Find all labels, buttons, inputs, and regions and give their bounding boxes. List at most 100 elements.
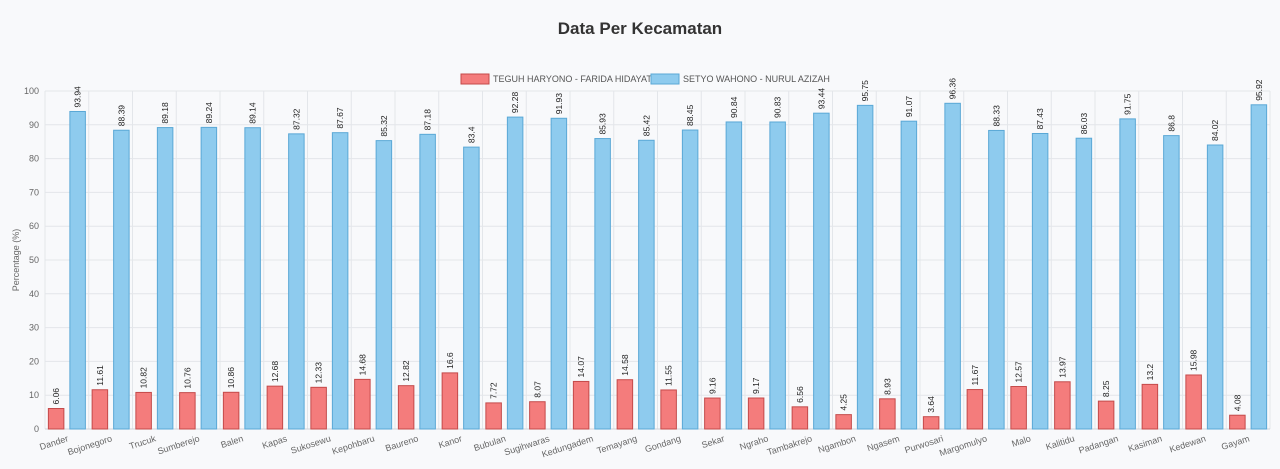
x-tick-label: Kedewan <box>1168 433 1207 454</box>
legend[interactable]: TEGUH HARYONO - FARIDA HIDAYATI SETYO WAH… <box>460 73 830 85</box>
data-label: 11.67 <box>970 365 980 386</box>
data-label: 95.75 <box>860 80 870 102</box>
bar-series-2[interactable] <box>769 121 786 430</box>
bar-series-2[interactable] <box>1031 132 1049 430</box>
bar-series-1[interactable] <box>266 385 284 430</box>
data-label: 86.8 <box>1166 115 1176 132</box>
data-label: 85.42 <box>641 115 651 137</box>
data-label: 88.45 <box>685 104 695 126</box>
bar-series-1[interactable] <box>660 389 677 430</box>
bar-series-1[interactable] <box>616 379 634 430</box>
bar-series-1[interactable] <box>1229 414 1246 430</box>
bar-series-1[interactable] <box>310 386 327 430</box>
bar-series-2[interactable] <box>725 121 743 430</box>
data-label: 12.68 <box>270 361 280 383</box>
bar-series-1[interactable] <box>354 378 371 430</box>
data-label: 91.75 <box>1123 93 1133 115</box>
bar-series-1[interactable] <box>922 416 940 430</box>
bar-series-2[interactable] <box>681 129 699 430</box>
y-axis: 0 10 20 30 40 50 60 70 80 90 100 <box>24 86 39 434</box>
bar-series-1[interactable] <box>791 406 809 430</box>
bar-series-2[interactable] <box>113 129 130 430</box>
legend-swatch[interactable] <box>460 73 490 85</box>
bar-series-2[interactable] <box>1163 135 1180 430</box>
data-label: 6.56 <box>795 386 805 403</box>
x-tick-label: Sumberejo <box>156 433 200 456</box>
bar-series-1[interactable] <box>1141 383 1159 430</box>
bar-series-1[interactable] <box>879 398 896 430</box>
bar-series-2[interactable] <box>331 132 349 430</box>
bar-series-1[interactable] <box>397 385 415 430</box>
y-tick-label: 60 <box>29 221 39 231</box>
bar-series-2[interactable] <box>288 133 305 430</box>
bar-series-1[interactable] <box>1097 400 1115 430</box>
bar-series-1[interactable] <box>222 391 240 430</box>
bar-series-2[interactable] <box>988 129 1005 430</box>
x-tick-label: Dander <box>38 433 69 452</box>
data-label: 9.17 <box>751 377 761 394</box>
data-label: 3.64 <box>926 396 936 413</box>
legend-swatch[interactable] <box>650 73 680 85</box>
data-label: 93.44 <box>816 88 826 110</box>
bar-series-1[interactable] <box>747 397 765 430</box>
data-label: 12.33 <box>314 362 324 384</box>
data-label: 15.98 <box>1189 349 1199 371</box>
bar-series-2[interactable] <box>69 110 86 430</box>
x-tick-label: Trucuk <box>128 433 157 451</box>
bar-series-2[interactable] <box>463 146 480 430</box>
x-tick-label: Kepohbaru <box>331 433 376 456</box>
data-label: 10.76 <box>182 367 192 389</box>
data-label: 8.25 <box>1101 380 1111 397</box>
bar-series-1[interactable] <box>835 414 852 430</box>
x-tick-label: Temayang <box>596 433 639 455</box>
data-label: 96.36 <box>948 78 958 100</box>
data-label: 8.93 <box>882 378 892 395</box>
bar-series-2[interactable] <box>200 126 218 430</box>
bar-series-1[interactable] <box>1010 386 1027 430</box>
bar-series-1[interactable] <box>704 397 721 430</box>
legend-label[interactable]: SETYO WAHONO - NURUL AZIZAH <box>683 74 830 84</box>
data-label: 8.07 <box>532 381 542 398</box>
bar-series-2[interactable] <box>244 127 261 430</box>
data-label: 87.67 <box>335 107 345 129</box>
data-label: 13.97 <box>1057 356 1067 378</box>
data-label: 14.68 <box>357 354 367 376</box>
legend-label[interactable]: TEGUH HARYONO - FARIDA HIDAYATI <box>493 74 654 84</box>
bar-series-2[interactable] <box>1206 144 1224 430</box>
bar-series-1[interactable] <box>47 408 65 430</box>
bar-series-2[interactable] <box>813 112 830 430</box>
bar-series-2[interactable] <box>550 117 568 430</box>
bar-series-1[interactable] <box>135 391 152 430</box>
bar-series-2[interactable] <box>594 138 611 430</box>
bar-series-2[interactable] <box>1075 137 1093 430</box>
bar-series-1[interactable] <box>1054 381 1071 430</box>
data-label: 90.83 <box>773 96 783 118</box>
x-tick-label: Kanor <box>437 433 463 450</box>
x-tick-label: Balen <box>219 433 244 450</box>
bar-series-1[interactable] <box>572 380 590 430</box>
bar-series-1[interactable] <box>1185 374 1202 430</box>
bar-series-2[interactable] <box>856 104 874 430</box>
data-label: 13.2 <box>1145 364 1155 381</box>
bar-series-1[interactable] <box>966 389 984 430</box>
bar-series-1[interactable] <box>485 402 502 430</box>
x-tick-label: Padangan <box>1077 433 1119 455</box>
data-label: 84.02 <box>1210 119 1220 141</box>
bar-series-2[interactable] <box>506 116 524 430</box>
bar-series-2[interactable] <box>638 139 655 430</box>
bar-series-2[interactable] <box>1250 104 1268 430</box>
bar-series-2[interactable] <box>900 120 918 430</box>
bar-series-1[interactable] <box>91 389 109 430</box>
y-tick-label: 40 <box>29 289 39 299</box>
bar-series-2[interactable] <box>944 102 961 430</box>
bar-series-1[interactable] <box>179 392 196 430</box>
bar-series-2[interactable] <box>375 140 393 430</box>
data-label: 90.84 <box>729 96 739 118</box>
bar-series-2[interactable] <box>419 133 436 430</box>
y-tick-label: 70 <box>29 187 39 197</box>
bar-series-2[interactable] <box>156 127 174 430</box>
bar-series-1[interactable] <box>441 372 459 430</box>
bar-series-2[interactable] <box>1119 118 1136 430</box>
bar-series-1[interactable] <box>529 401 546 430</box>
